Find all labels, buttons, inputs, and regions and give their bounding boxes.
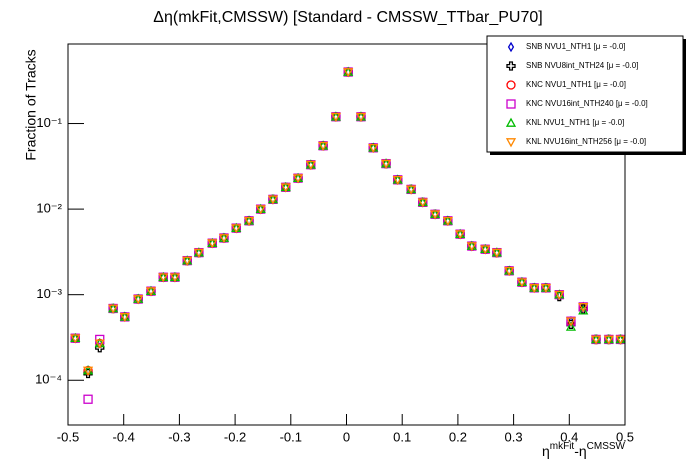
data-point [108, 304, 119, 314]
y-tick-label: 10⁻¹ [36, 115, 62, 130]
x-axis-label-part: mkFit [550, 441, 575, 452]
data-point [516, 278, 528, 288]
data-point [578, 305, 589, 315]
legend-label: KNC NVU16int_NTH240 [μ = -0.0] [526, 99, 648, 108]
x-tick-label: 0 [343, 429, 350, 444]
legend-label: KNL NVU16int_NTH256 [μ = -0.0] [526, 137, 646, 146]
data-point [578, 303, 589, 313]
y-tick-label: 10⁻² [36, 201, 62, 216]
legend-marker [506, 99, 516, 109]
legend-marker [507, 41, 515, 53]
data-point [169, 273, 181, 283]
x-axis-label-part: η [542, 443, 550, 459]
data-point [504, 266, 515, 277]
data-point [231, 224, 242, 234]
data-point [94, 339, 105, 349]
data-point [480, 245, 491, 255]
data-point [417, 198, 428, 208]
data-point [455, 230, 466, 240]
data-point [466, 242, 477, 252]
data-point [540, 284, 552, 294]
y-axis-label: Fraction of Tracks [23, 49, 39, 160]
chart-title: Δη(mkFit,CMSSW) [Standard - CMSSW_TTbar_… [153, 9, 542, 26]
x-tick-label: 0.2 [449, 429, 467, 444]
data-point [355, 112, 367, 123]
y-tick-label: 10⁻³ [36, 286, 62, 301]
data-point [158, 273, 169, 283]
plot-frame [67, 43, 626, 426]
plot-area: -0.5 -0.4 -0.3 -0.2 -0.1 0 0.1 0.2 0.3 0.4 0.5 10⁻⁴… [35, 66, 634, 444]
data-point [330, 112, 342, 123]
data-point [368, 143, 379, 154]
data-point [243, 216, 255, 227]
legend-label: SNB NVU1_NTH1 [μ = -0.0] [526, 42, 626, 51]
data-point [182, 256, 193, 266]
legend: SNB NVU1_NTH1 [μ = -0.0] SNB NVU8int_NTH2… [486, 35, 686, 155]
data-point [590, 335, 602, 345]
x-tick-label: -0.5 [57, 429, 79, 444]
data-point [603, 335, 614, 345]
data-point [343, 68, 354, 78]
x-tick-label: 0.1 [393, 429, 411, 444]
x-axis-label-part: -η [574, 443, 586, 459]
data-point [267, 195, 279, 205]
legend-marker [505, 138, 517, 148]
x-tick-label: 0.4 [560, 429, 578, 444]
data-point [565, 317, 577, 327]
data-point [615, 335, 626, 345]
x-tick-label: -0.2 [224, 429, 246, 444]
x-tick-label: -0.1 [280, 429, 302, 444]
x-axis-label-part: CMSSW [587, 441, 626, 452]
data-point [565, 321, 577, 331]
x-tick-label: 0.5 [616, 429, 634, 444]
data-point [95, 334, 105, 345]
data-point [292, 174, 304, 184]
x-tick-label: -0.4 [112, 429, 134, 444]
data-point [491, 248, 502, 258]
legend-marker [506, 80, 516, 90]
y-tick-label: 10⁻⁴ [35, 372, 62, 387]
legend-box [486, 35, 684, 153]
data-point [442, 216, 453, 227]
x-axis-label: ηmkFit-ηCMSSW [542, 441, 626, 459]
data-point [119, 313, 130, 323]
data-point [380, 159, 392, 169]
data-point [280, 183, 291, 193]
legend-label: KNL NVU1_NTH1 [μ = -0.0] [526, 118, 624, 127]
data-point [218, 234, 230, 244]
data-point [554, 290, 565, 301]
legend-label: KNC NVU1_NTH1 [μ = -0.0] [526, 80, 626, 89]
legend-marker [506, 61, 516, 71]
legend-label: SNB NVU8int_NTH24 [μ = -0.0] [526, 61, 638, 70]
data-point [82, 366, 94, 376]
x-tick-label: -0.3 [168, 429, 190, 444]
data-point [406, 185, 417, 195]
data-point [133, 295, 144, 305]
data-point [70, 334, 81, 344]
data-point [255, 205, 266, 215]
data-point [392, 175, 403, 186]
data-point [193, 248, 204, 258]
data-point [83, 394, 93, 404]
data-point [305, 160, 316, 171]
data-point [529, 284, 540, 294]
data-point [145, 287, 157, 297]
data-point [207, 239, 218, 249]
x-tick-label: 0.3 [505, 429, 523, 444]
data-point [429, 210, 441, 220]
data-point [318, 141, 329, 152]
legend-marker [505, 117, 517, 127]
